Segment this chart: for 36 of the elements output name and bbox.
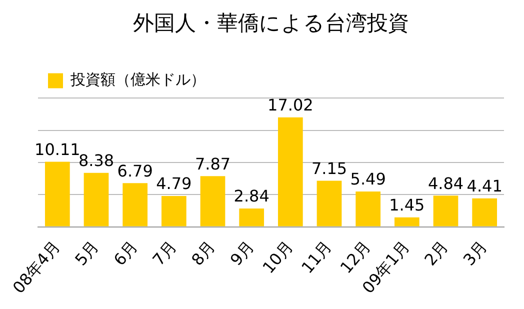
x-tick-label: 11月 xyxy=(298,236,336,278)
bar xyxy=(472,198,498,226)
data-label: 5.49 xyxy=(350,170,386,189)
x-tick-label: 3月 xyxy=(459,236,491,270)
bar xyxy=(239,208,264,226)
x-tick-label: 08年4月 xyxy=(8,236,64,298)
x-tick-label: 2月 xyxy=(420,236,452,270)
x-tick-label: 9月 xyxy=(226,236,258,270)
bar xyxy=(122,183,148,226)
data-label: 2.84 xyxy=(234,186,270,206)
bar xyxy=(356,191,381,226)
bar xyxy=(278,117,303,226)
x-tick-label: 7月 xyxy=(148,236,180,270)
data-label: 10.11 xyxy=(34,140,80,159)
data-label: 8.38 xyxy=(78,151,114,170)
bar xyxy=(84,172,109,226)
bar xyxy=(433,196,458,226)
legend-label: 投資額（億米ドル） xyxy=(70,70,206,89)
x-tick-label: 5月 xyxy=(71,236,102,270)
bar xyxy=(394,217,420,226)
data-label: 4.84 xyxy=(428,174,464,193)
bar xyxy=(200,176,226,226)
x-tick-label: 6月 xyxy=(110,236,142,270)
data-label: 7.15 xyxy=(311,158,348,178)
data-label: 17.02 xyxy=(268,96,314,115)
bar xyxy=(316,180,342,226)
bar xyxy=(161,196,186,226)
data-label: 4.41 xyxy=(466,176,502,196)
chart-title: 外国人・華僑による台湾投資 xyxy=(133,11,409,36)
bar xyxy=(44,162,70,226)
data-label: 4.79 xyxy=(156,174,192,194)
x-tick-label: 10月 xyxy=(258,236,297,278)
data-label: 7.87 xyxy=(194,154,231,174)
x-tick-label: 8月 xyxy=(188,236,219,270)
data-label: 1.45 xyxy=(389,196,425,215)
data-label: 6.79 xyxy=(117,161,153,180)
